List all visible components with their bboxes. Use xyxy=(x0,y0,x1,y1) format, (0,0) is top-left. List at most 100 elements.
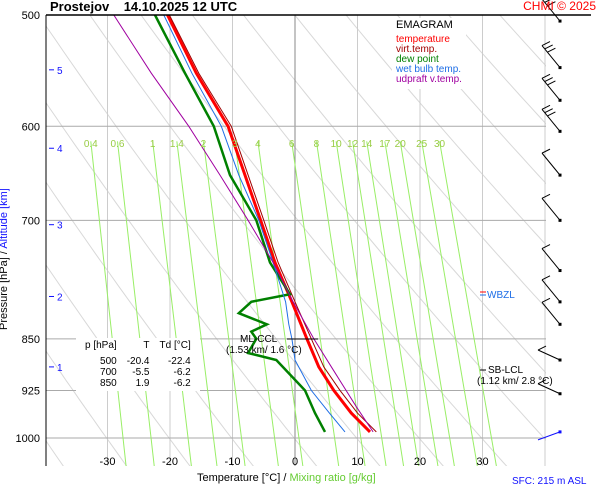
barb-station xyxy=(558,269,562,273)
altitude-tick-label: 1 xyxy=(57,363,63,374)
sb-lcl-label: SB-LCL xyxy=(488,365,524,376)
barb-feather xyxy=(544,0,551,3)
chart-title: Prostejov 14.10.2025 12 UTC xyxy=(50,0,237,14)
legend-title: EMAGRAM xyxy=(396,19,453,31)
barb-station xyxy=(558,173,562,177)
barb-staff xyxy=(541,279,561,303)
barb-feather xyxy=(541,297,551,303)
legend-item: temperature xyxy=(396,34,450,45)
mixing-ratio-line xyxy=(366,141,420,466)
mixing-ratio-label: 8 xyxy=(314,139,320,150)
y-axis-title: Pressure [hPa] xyxy=(0,257,10,330)
x-tick-label: 30 xyxy=(476,456,488,468)
x-tick-label: -20 xyxy=(162,456,178,468)
mixing-ratio-line xyxy=(257,141,304,466)
y-tick-label: 925 xyxy=(22,385,40,397)
table-header: Td [°C] xyxy=(159,340,191,351)
barb-feather xyxy=(544,108,553,114)
mixing-ratio-line xyxy=(421,141,478,466)
dry-adiabat xyxy=(140,15,508,466)
copyright: CHMI © 2025 xyxy=(523,0,596,13)
barb-feather xyxy=(537,345,547,351)
mixing-ratio-label: 1.4 xyxy=(170,139,184,150)
sfc-label: SFC: 215 m ASL xyxy=(512,476,587,487)
barb-feather xyxy=(547,80,556,86)
dry-adiabat xyxy=(46,439,64,466)
altitude-tick-label: 2 xyxy=(57,292,63,303)
wind-barb xyxy=(541,148,562,177)
mixing-ratio-label: 25 xyxy=(416,139,428,150)
barb-staff xyxy=(537,349,561,361)
station-name: Prostejov xyxy=(50,0,110,14)
x-axis-title: Temperature [°C] xyxy=(197,472,281,484)
wind-barb xyxy=(541,193,562,222)
mixing-ratio-label: 3 xyxy=(232,139,238,150)
table-row: 700 -5.5 -6.2 xyxy=(80,367,196,378)
dry-adiabat xyxy=(191,15,546,441)
y-axis-title-altitude: Altitude [km] xyxy=(0,188,10,249)
mixing-ratio-label: 2 xyxy=(201,139,207,150)
table-cell: -5.5 xyxy=(132,367,150,378)
barb-staff xyxy=(537,431,561,441)
wind-barb xyxy=(541,73,562,102)
dry-adiabat xyxy=(46,181,254,466)
dry-adiabat xyxy=(551,15,600,474)
legend-item: dew point xyxy=(396,54,439,65)
mixing-ratio-line xyxy=(291,141,340,466)
wind-barb xyxy=(537,379,562,396)
wind-barb xyxy=(541,244,562,273)
x-tick-label: -30 xyxy=(100,456,116,468)
mixing-ratio-line xyxy=(335,141,387,466)
table-cell: -6.2 xyxy=(173,378,191,389)
legend-item: virt.temp. xyxy=(396,44,438,55)
wind-barb xyxy=(541,41,562,70)
y-tick-label: 500 xyxy=(22,10,40,22)
barb-station xyxy=(558,358,562,362)
datetime: 14.10.2025 12 UTC xyxy=(123,0,238,14)
barb-feather xyxy=(541,244,551,249)
dry-adiabat xyxy=(243,15,546,374)
mixing-ratio-line xyxy=(352,141,405,466)
dry-adiabat xyxy=(448,15,546,125)
ml-ccl-label: ML-CCL xyxy=(240,334,278,345)
barb-station xyxy=(558,300,562,304)
table-cell: -20.4 xyxy=(126,356,150,367)
table-cell: 700 xyxy=(100,367,117,378)
y-tick-label: 1000 xyxy=(16,433,40,445)
y-axis-separator: / xyxy=(0,251,10,254)
legend-item: wet bulb temp. xyxy=(396,64,462,75)
wbzl-label: WBZL xyxy=(487,290,518,301)
dry-adiabat xyxy=(46,101,318,466)
mixing-ratio-label: 30 xyxy=(434,139,446,150)
mixing-ratio-label: 4 xyxy=(255,139,261,150)
barb-feather xyxy=(541,275,551,281)
mixing-ratio-line xyxy=(399,141,455,466)
barb-feather xyxy=(544,44,553,50)
mixing-ratio-line xyxy=(234,141,279,466)
mixing-ratio-line xyxy=(90,141,127,466)
barb-feather xyxy=(544,77,553,83)
altitude-tick-label: 5 xyxy=(57,66,63,77)
mixing-ratio-line xyxy=(315,141,366,466)
dry-adiabat xyxy=(46,350,128,466)
barb-station xyxy=(558,392,562,396)
mixing-ratio-label: 6 xyxy=(289,139,295,150)
y-tick-label: 600 xyxy=(22,121,40,133)
mixing-ratio-line xyxy=(116,141,155,466)
table-header: p [hPa] xyxy=(85,340,117,351)
dry-adiabat xyxy=(89,15,444,466)
mixing-ratio-line xyxy=(176,141,218,466)
barb-staff xyxy=(541,152,561,176)
mixing-ratio-label: 0.6 xyxy=(111,139,125,150)
barb-feather xyxy=(537,379,547,385)
value-table: p [hPa] T Td [°C] 500 -20.4 -22.4 700 -5.5 -6.2 8… xyxy=(76,338,200,391)
wind-barb xyxy=(541,104,562,133)
x-tick-label: -10 xyxy=(225,456,241,468)
series-virt-temp xyxy=(168,15,377,433)
dry-adiabat xyxy=(46,25,381,466)
legend: EMAGRAM temperature virt.temp. dew point we… xyxy=(392,18,466,89)
dry-adiabat xyxy=(345,15,546,246)
barb-feather xyxy=(541,41,551,47)
barb-station xyxy=(558,66,562,70)
